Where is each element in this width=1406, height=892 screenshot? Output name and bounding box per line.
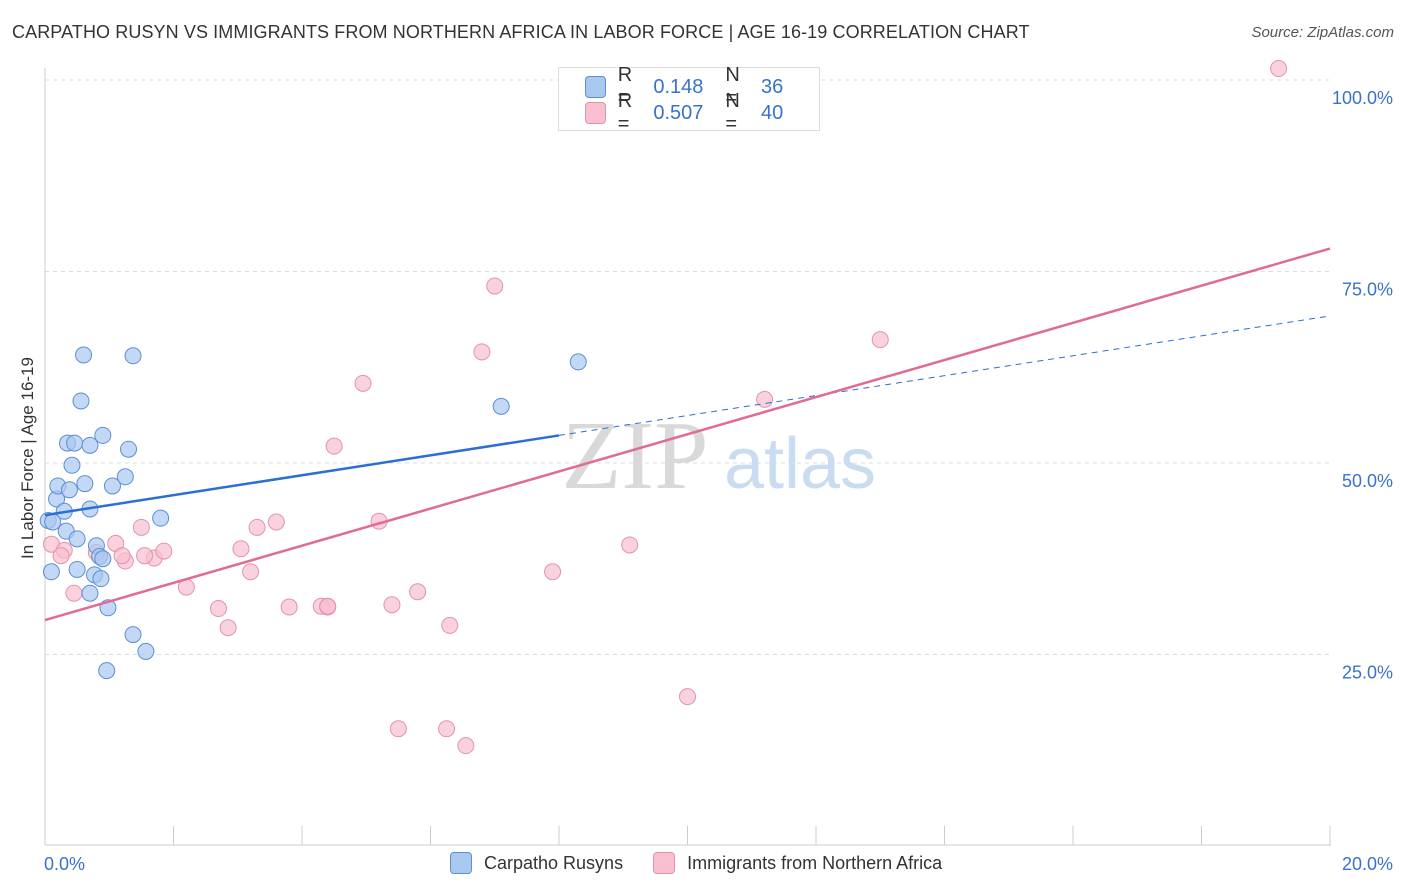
pink-point — [267, 513, 285, 531]
pink-point — [219, 619, 237, 637]
legend-r-value: 0.507 — [653, 101, 704, 124]
pink-point — [457, 737, 475, 755]
blue-point — [60, 481, 78, 499]
pink-point — [679, 688, 696, 706]
pink-point — [155, 542, 173, 560]
y-tick-label: 50.0% — [1342, 471, 1393, 491]
source-label: Source: ZipAtlas.com — [1251, 24, 1394, 41]
legend-n-value: 36 — [760, 75, 784, 98]
legend-swatch-blue — [585, 76, 606, 98]
y-tick-label: 25.0% — [1342, 663, 1393, 683]
series-name-blue: Carpatho Rusyns — [484, 852, 624, 873]
blue-point — [42, 563, 60, 581]
pink-point — [756, 390, 774, 408]
pink-point — [621, 536, 639, 554]
tick-labels: 25.0% 50.0% 75.0% 100.0% 0.0% 20.0% — [44, 88, 1393, 874]
blue-point — [92, 570, 110, 588]
x-tick-label: 20.0% — [1342, 854, 1393, 874]
pink-point — [319, 597, 337, 615]
pink-point — [65, 584, 83, 602]
pink-point — [232, 540, 250, 558]
series-legend: Carpatho Rusyns Immigrants from Northern… — [450, 852, 972, 874]
blue-point — [103, 477, 121, 495]
pink-point — [389, 720, 407, 738]
legend-r-label: R = — [617, 64, 633, 109]
y-tick-label: 75.0% — [1342, 280, 1393, 300]
legend-row-pink: R = 0.507 N = 40 — [585, 90, 819, 135]
pink-point — [438, 720, 456, 738]
series-swatch-pink — [653, 852, 676, 874]
blue-point — [63, 456, 81, 474]
series-legend-item-pink: Immigrants from Northern Africa — [653, 852, 942, 874]
x-tick-label: 0.0% — [44, 854, 85, 874]
legend-swatch-pink — [585, 102, 606, 124]
legend-row-blue: R = 0.148 N = 36 — [585, 64, 819, 109]
blue-point — [120, 440, 138, 458]
series-legend-item-blue: Carpatho Rusyns — [450, 852, 623, 874]
blue-point — [81, 584, 99, 602]
legend-r-label: R = — [617, 90, 633, 135]
blue-point — [76, 475, 94, 493]
series-name-pink: Immigrants from Northern Africa — [687, 852, 943, 873]
pink-point — [409, 583, 427, 601]
blue-point — [124, 347, 142, 365]
blue-point — [68, 530, 86, 548]
axes — [44, 68, 1331, 846]
legend-n-label: N = — [725, 64, 740, 109]
blue-point — [116, 468, 134, 486]
blue-point — [137, 642, 155, 660]
pink-point — [871, 331, 889, 349]
pink-point — [248, 518, 266, 536]
grid — [45, 79, 1330, 655]
pink-point — [486, 277, 504, 295]
watermark-atlas: atlas — [724, 424, 876, 504]
blue-point — [94, 426, 112, 444]
blue-point — [81, 436, 99, 454]
pink-point — [441, 616, 459, 634]
blue-point — [94, 550, 112, 568]
chart-title: CARPATHO RUSYN VS IMMIGRANTS FROM NORTHE… — [12, 22, 1030, 42]
legend-n-value: 40 — [760, 101, 784, 124]
pink-point — [1270, 60, 1288, 78]
trend-lines — [44, 247, 1331, 622]
pink-point — [354, 374, 372, 392]
blue-point — [124, 626, 142, 644]
blue-point — [75, 346, 93, 364]
legend: R = 0.148 N = 36 R = 0.507 N = 40 — [558, 64, 820, 135]
blue-point — [72, 392, 90, 410]
pink-point — [242, 563, 260, 581]
pink-trend-line — [44, 247, 1331, 622]
blue-point — [152, 509, 170, 527]
pink-point — [544, 563, 562, 581]
blue-point — [492, 397, 510, 415]
blue-point — [98, 662, 116, 680]
pink-point — [325, 437, 343, 455]
legend-r-value: 0.148 — [653, 75, 704, 98]
blue-point — [68, 560, 86, 578]
blue-trend-extension — [558, 315, 1331, 436]
pink-point — [113, 547, 131, 565]
blue-trend-line — [44, 434, 560, 517]
pink-point — [473, 343, 491, 361]
series-swatch-blue — [450, 852, 472, 874]
blue-point — [569, 353, 587, 371]
pink-point — [52, 547, 70, 565]
watermark-zip: ZIP — [562, 402, 709, 510]
watermark: ZIP atlas — [562, 402, 877, 510]
pink-point — [132, 518, 150, 536]
legend-n-label: N = — [725, 90, 740, 135]
data-points — [39, 60, 1288, 755]
pink-point — [383, 596, 401, 614]
pink-point — [280, 598, 298, 616]
pink-point — [209, 600, 227, 618]
pink-point — [136, 547, 154, 565]
blue-point — [66, 434, 84, 452]
y-tick-label: 100.0% — [1332, 88, 1393, 108]
